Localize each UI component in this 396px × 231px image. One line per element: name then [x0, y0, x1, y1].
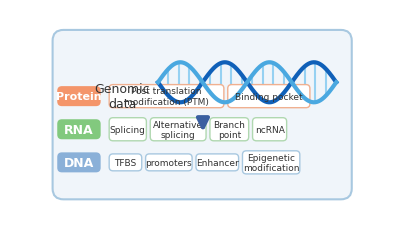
- FancyBboxPatch shape: [57, 87, 101, 107]
- Text: Post translation
modification (PTM): Post translation modification (PTM): [124, 87, 209, 106]
- FancyBboxPatch shape: [146, 154, 192, 171]
- FancyBboxPatch shape: [109, 85, 224, 108]
- FancyBboxPatch shape: [228, 85, 310, 108]
- Text: RNA: RNA: [64, 123, 94, 136]
- FancyBboxPatch shape: [196, 154, 239, 171]
- FancyBboxPatch shape: [109, 118, 147, 141]
- Text: Epigenetic
modification: Epigenetic modification: [243, 153, 299, 172]
- Text: promoters: promoters: [146, 158, 192, 167]
- FancyBboxPatch shape: [242, 151, 300, 174]
- Text: Genomic
data: Genomic data: [95, 83, 150, 111]
- Text: Enhancer: Enhancer: [196, 158, 239, 167]
- FancyBboxPatch shape: [109, 154, 142, 171]
- Text: Branch
point: Branch point: [213, 120, 245, 139]
- Text: ncRNA: ncRNA: [255, 125, 285, 134]
- FancyBboxPatch shape: [53, 31, 352, 199]
- FancyBboxPatch shape: [57, 120, 101, 140]
- Text: Splicing: Splicing: [110, 125, 146, 134]
- FancyBboxPatch shape: [57, 153, 101, 173]
- FancyBboxPatch shape: [150, 118, 206, 141]
- FancyBboxPatch shape: [253, 118, 287, 141]
- FancyBboxPatch shape: [210, 118, 249, 141]
- Text: Protein: Protein: [56, 92, 102, 102]
- Text: Binding pocket: Binding pocket: [235, 92, 303, 101]
- Text: DNA: DNA: [64, 156, 94, 169]
- Text: Alternative
splicing: Alternative splicing: [153, 120, 203, 139]
- Text: TFBS: TFBS: [114, 158, 137, 167]
